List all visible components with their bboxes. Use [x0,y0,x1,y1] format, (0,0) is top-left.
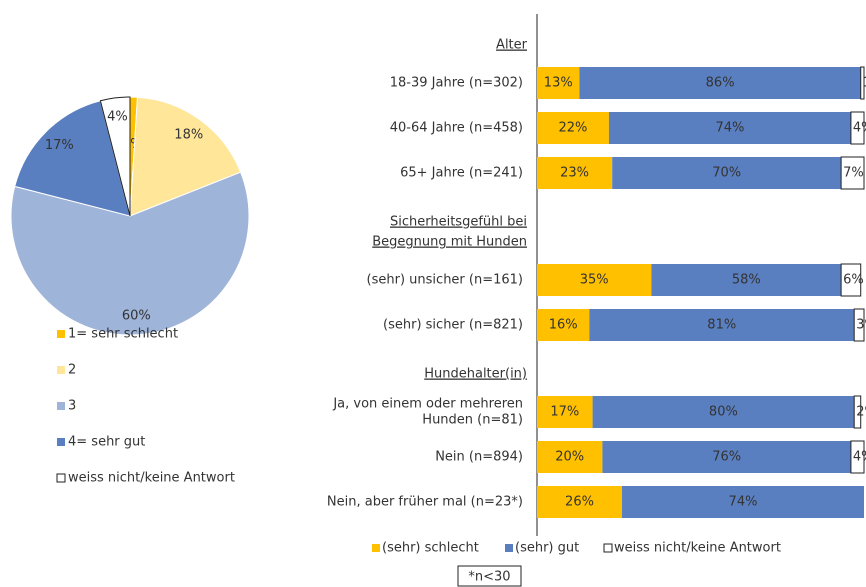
bar-label: 16% [549,318,578,333]
bar-segment [537,486,623,518]
category-label: Nein, aber früher mal (n=23*) [327,495,523,510]
bar-label: 26% [565,495,594,510]
bar-segment [537,441,603,473]
legend-label: weiss nicht/keine Antwort [68,471,235,486]
pie-slice [99,96,131,217]
bar-label: 80% [709,405,738,420]
slice-label: 18% [174,128,203,143]
legend-label: (sehr) gut [515,541,579,556]
bar-segment [608,112,851,144]
bar-label: 58% [732,273,761,288]
bar-segment [840,156,865,190]
bar-segment [651,264,842,296]
bar-label: 20% [555,450,584,465]
bar-label: 22% [559,121,588,136]
bar-segment [592,396,855,428]
legend-label: 3 [68,399,76,414]
bar-segment [853,395,862,429]
annotation: *n<30 [468,570,510,585]
bar-label: 13% [544,76,573,91]
bar-label: 7% [843,166,864,181]
legend-swatch [57,366,65,374]
legend-label: 1= sehr schlecht [68,327,178,342]
bar-segment [850,440,865,474]
bar-label: 6% [843,273,864,288]
bar-label: 35% [580,273,609,288]
bar-segment [537,112,609,144]
category-label: 40-64 Jahre (n=458) [390,121,523,136]
legend-swatch [603,543,613,553]
bar-segment [853,308,865,342]
category-label: (sehr) unsicher (n=161) [367,273,523,288]
bar-segment [840,263,862,297]
bar-label: 76% [712,450,741,465]
bar-label: 74% [729,495,758,510]
bar-label: 1% [863,76,866,91]
bar-segment [850,111,865,145]
bar-segment [622,486,864,518]
bar-segment [612,157,842,189]
bar-segment [860,66,865,100]
category-label: (sehr) sicher (n=821) [383,318,523,333]
bar-label: 3% [856,318,866,333]
bar-label: 4% [853,121,866,136]
bar-segment [589,309,855,341]
category-label: Nein (n=894) [435,450,523,465]
category-label: Hunden (n=81) [422,413,523,428]
bar-label: 81% [707,318,736,333]
bar-label: 70% [712,166,741,181]
bar-label: 2% [856,405,866,420]
legend-swatch [57,402,65,410]
pie-slice [14,100,131,217]
group-header: Sicherheitsgefühl bei [390,215,527,230]
legend-label: 4= sehr gut [68,435,145,450]
legend-label: (sehr) schlecht [382,541,479,556]
bar-segment [579,67,861,99]
legend-label: weiss nicht/keine Antwort [614,541,781,556]
bar-segment [537,396,593,428]
slice-label: 60% [122,308,151,323]
legend-swatch [57,330,65,338]
legend-swatch [56,473,66,483]
category-label: 65+ Jahre (n=241) [400,166,523,181]
legend-label: 2 [68,363,76,378]
category-label: 18-39 Jahre (n=302) [390,76,523,91]
legend-swatch [505,544,513,552]
group-header: Hundehalter(in) [424,367,527,382]
bar-label: 23% [560,166,589,181]
category-label: Ja, von einem oder mehreren [332,397,523,412]
pie-slice [10,171,250,336]
bar-segment [537,157,613,189]
group-header: Begegnung mit Hunden [372,235,527,250]
bar-label: 74% [715,121,744,136]
bar-segment [602,441,851,473]
bar-segment [537,309,590,341]
bar-label: 86% [706,76,735,91]
bar-label: 17% [550,405,579,420]
pie-slice [129,96,242,217]
legend-swatch [372,544,380,552]
slice-label: 4% [107,109,128,124]
bar-segment [537,67,580,99]
legend-swatch [57,438,65,446]
bar-segment [537,264,652,296]
annotation-box [457,565,522,587]
bar-label: 4% [853,450,866,465]
group-header: Alter [496,38,528,53]
slice-label: 17% [45,138,74,153]
